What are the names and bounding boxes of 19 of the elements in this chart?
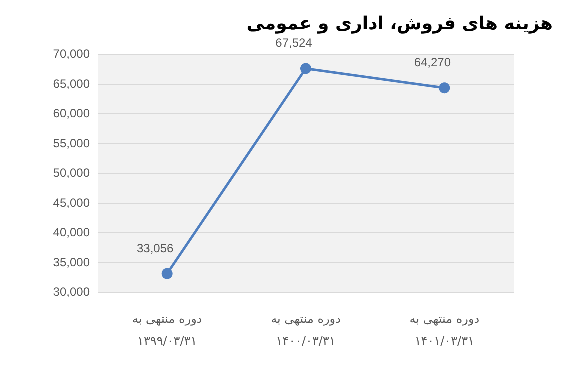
chart-title: هزینه های فروش، اداری و عمومی (246, 14, 554, 34)
x-tick-label: دوره منتهی به ۱۳۹۹/۰۳/۳۱ (132, 312, 202, 348)
data-label: 64,270 (414, 56, 452, 70)
point (162, 268, 173, 280)
y-tick-label: 45,000 (53, 196, 90, 210)
data-label: 33,056 (136, 241, 174, 256)
y-tick-label: 35,000 (53, 255, 90, 270)
y-tick-label: 30,000 (53, 285, 90, 299)
point (439, 82, 450, 94)
y-tick-label: 55,000 (53, 136, 90, 150)
x-tick-label: دوره منتهی به ۱۴۰۱/۰۳/۳۱ (410, 312, 480, 348)
y-tick-label: 65,000 (53, 76, 90, 91)
y-tick-label: 50,000 (53, 166, 90, 180)
y-tick-label: 60,000 (53, 106, 90, 120)
point (300, 63, 312, 74)
y-tick-label: 40,000 (53, 226, 90, 240)
x-tick-label: دوره منتهی به ۱۴۰۰/۰۳/۳۱ (271, 312, 341, 348)
y-tick-label: 70,000 (53, 47, 90, 61)
data-label: 67,524 (276, 36, 313, 50)
